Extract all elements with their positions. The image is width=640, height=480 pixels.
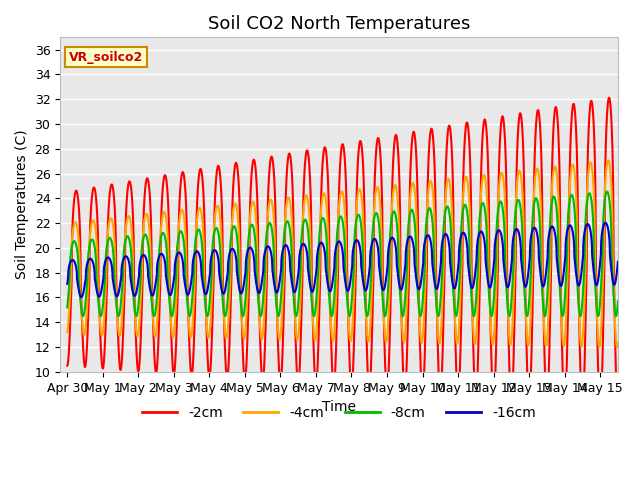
-2cm (474, 352, 482, 358)
Legend: -2cm, -4cm, -8cm, -16cm: -2cm, -4cm, -8cm, -16cm (136, 400, 541, 425)
-8cm (163, 259, 171, 264)
-2cm (605, 95, 613, 101)
-2cm (394, 141, 401, 146)
-4cm (163, 227, 171, 232)
Line: -4cm: -4cm (67, 160, 618, 348)
-2cm (516, 110, 524, 116)
-2cm (422, 330, 429, 336)
-2cm (614, 408, 622, 413)
Line: -2cm: -2cm (67, 98, 618, 410)
-16cm (474, 235, 482, 240)
-8cm (614, 299, 622, 304)
-16cm (77, 294, 85, 300)
-4cm (63, 329, 71, 335)
-16cm (516, 237, 524, 242)
X-axis label: Time: Time (322, 400, 356, 414)
-2cm (163, 186, 171, 192)
-16cm (614, 259, 622, 264)
-8cm (541, 313, 548, 319)
-16cm (602, 220, 609, 226)
-4cm (394, 195, 401, 201)
Line: -16cm: -16cm (67, 223, 618, 297)
Text: VR_soilco2: VR_soilco2 (68, 51, 143, 64)
-4cm (474, 294, 482, 300)
-4cm (614, 340, 622, 346)
-8cm (604, 189, 611, 194)
Y-axis label: Soil Temperatures (C): Soil Temperatures (C) (15, 130, 29, 279)
-16cm (164, 283, 172, 289)
-8cm (394, 228, 401, 234)
-4cm (604, 157, 612, 163)
-16cm (274, 288, 282, 294)
-16cm (394, 269, 401, 275)
-2cm (63, 363, 71, 369)
-16cm (63, 281, 71, 287)
-4cm (422, 280, 429, 286)
-4cm (613, 345, 621, 350)
-2cm (274, 330, 282, 336)
Line: -8cm: -8cm (67, 192, 618, 316)
-4cm (516, 168, 524, 174)
Title: Soil CO2 North Temperatures: Soil CO2 North Temperatures (208, 15, 470, 33)
-8cm (63, 304, 71, 310)
-16cm (422, 236, 429, 242)
-8cm (274, 312, 282, 317)
-8cm (474, 260, 482, 265)
-8cm (516, 201, 524, 207)
-4cm (274, 321, 282, 327)
-8cm (422, 235, 429, 241)
